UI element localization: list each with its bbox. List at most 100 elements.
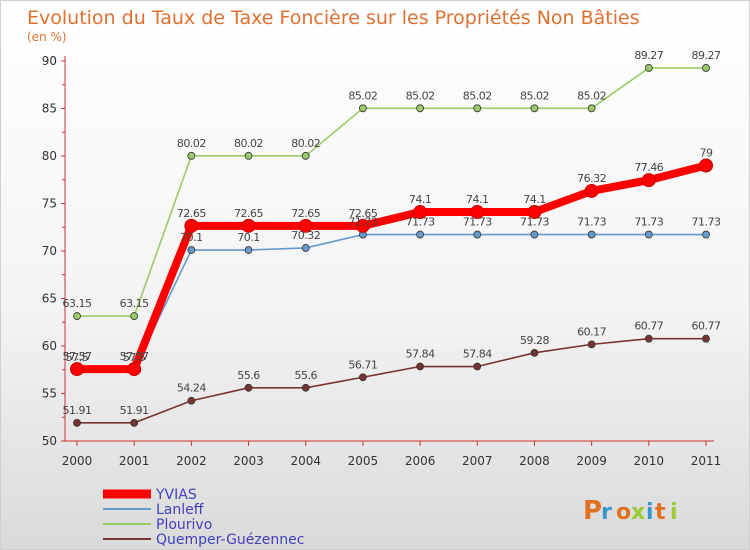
data-label: 74.1: [466, 193, 489, 206]
data-label: 72.65: [234, 207, 263, 220]
data-point: [644, 230, 653, 239]
data-point: [702, 64, 710, 72]
proxiti-logo: Pr o x i t i: [583, 496, 678, 526]
data-label: 89.27: [692, 49, 721, 62]
data-label: 77.46: [634, 161, 663, 174]
data-label: 57.5: [123, 351, 146, 364]
data-label: 74.1: [523, 193, 546, 206]
data-point: [298, 218, 313, 233]
series-plourivo: [73, 64, 710, 320]
series-layer: [70, 64, 713, 427]
legend-label: YVIAS: [155, 487, 197, 503]
data-label: 63.15: [63, 297, 92, 310]
data-label: 57.57: [120, 350, 149, 363]
y-tick-label: 90: [42, 54, 57, 68]
legend-label: Plourivo: [156, 517, 212, 533]
series-quemper-gu-zennec: [73, 334, 710, 427]
data-label: 72.65: [348, 207, 377, 220]
data-label: 57.5: [66, 351, 89, 364]
logo-letter: t: [655, 500, 666, 525]
data-point: [241, 218, 256, 233]
y-tick-label: 50: [42, 434, 57, 448]
chart-title: Evolution du Taux de Taxe Foncière sur l…: [27, 7, 640, 29]
data-label: 57.57: [63, 350, 92, 363]
data-point: [473, 362, 482, 371]
data-label: 51.91: [63, 404, 92, 417]
series-line: [73, 161, 710, 374]
data-point: [130, 418, 139, 427]
data-point: [699, 158, 713, 173]
data-point: [184, 218, 199, 233]
data-label: 79: [700, 147, 713, 160]
data-label: 54.24: [177, 382, 206, 395]
y-tick-label: 80: [42, 149, 57, 163]
data-label: 60.77: [634, 320, 663, 333]
data-label: 85.02: [577, 89, 606, 102]
data-point: [644, 64, 653, 72]
data-label: 72.65: [177, 207, 206, 220]
data-point: [644, 334, 653, 343]
legend-label: Quemper-Guézennec: [156, 532, 304, 548]
data-label: 71.73: [348, 216, 377, 229]
logo-letter: o: [616, 500, 631, 525]
data-label: 51.91: [120, 404, 149, 417]
logo-letter: P: [583, 496, 602, 526]
data-label: 70.1: [180, 231, 203, 244]
data-label: 70.1: [237, 231, 260, 244]
x-tick-label: 2006: [405, 454, 436, 468]
data-point: [416, 230, 424, 239]
data-point: [413, 205, 428, 220]
data-label: 56.71: [348, 358, 377, 371]
data-point: [244, 246, 253, 254]
data-point: [702, 334, 710, 343]
data-label: 57.84: [406, 348, 435, 361]
data-labels-layer: 57.57 57.57 72.65 72.65 72.65 72.65 74.1 74.1 74…: [63, 49, 722, 417]
x-tick-label: 2005: [348, 454, 379, 468]
data-point: [70, 362, 84, 377]
data-point: [359, 373, 367, 382]
x-tick-label: 2001: [119, 454, 150, 468]
data-point: [587, 104, 596, 113]
data-label: 85.02: [406, 89, 435, 102]
data-point: [641, 173, 656, 188]
data-point: [530, 230, 539, 239]
data-point: [359, 104, 367, 113]
data-point: [416, 362, 424, 371]
data-point: [187, 396, 196, 405]
data-point: [587, 230, 596, 239]
y-tick-label: 70: [42, 244, 57, 258]
x-tick-label: 2002: [176, 454, 207, 468]
data-label: 60.17: [577, 325, 606, 338]
data-label: 72.65: [291, 207, 320, 220]
data-point: [470, 205, 485, 220]
data-label: 80.02: [291, 137, 320, 150]
data-label: 85.02: [463, 89, 492, 102]
y-tick-label: 60: [42, 339, 57, 353]
data-label: 59.28: [520, 334, 549, 347]
legend-label: Lanleff: [156, 502, 204, 518]
x-tick-label: 2000: [62, 454, 93, 468]
data-point: [587, 340, 596, 349]
data-label: 63.15: [120, 297, 149, 310]
series-line: [76, 233, 707, 371]
data-point: [73, 418, 81, 427]
data-label: 76.32: [577, 172, 606, 185]
data-label: 57.84: [463, 348, 492, 361]
data-label: 85.02: [348, 89, 377, 102]
data-label: 74.1: [409, 193, 432, 206]
x-tick-label: 2010: [634, 454, 665, 468]
data-point: [187, 246, 196, 254]
data-label: 60.77: [692, 320, 721, 333]
data-label: 71.73: [577, 216, 606, 229]
data-point: [473, 230, 482, 239]
x-tick-label: 2003: [233, 454, 264, 468]
data-point: [473, 104, 482, 113]
data-point: [530, 348, 539, 357]
data-label: 71.73: [463, 216, 492, 229]
x-tick-label: 2008: [519, 454, 550, 468]
y-tick-label: 85: [42, 102, 57, 116]
logo-letter: x: [631, 500, 645, 525]
data-point: [527, 205, 542, 220]
